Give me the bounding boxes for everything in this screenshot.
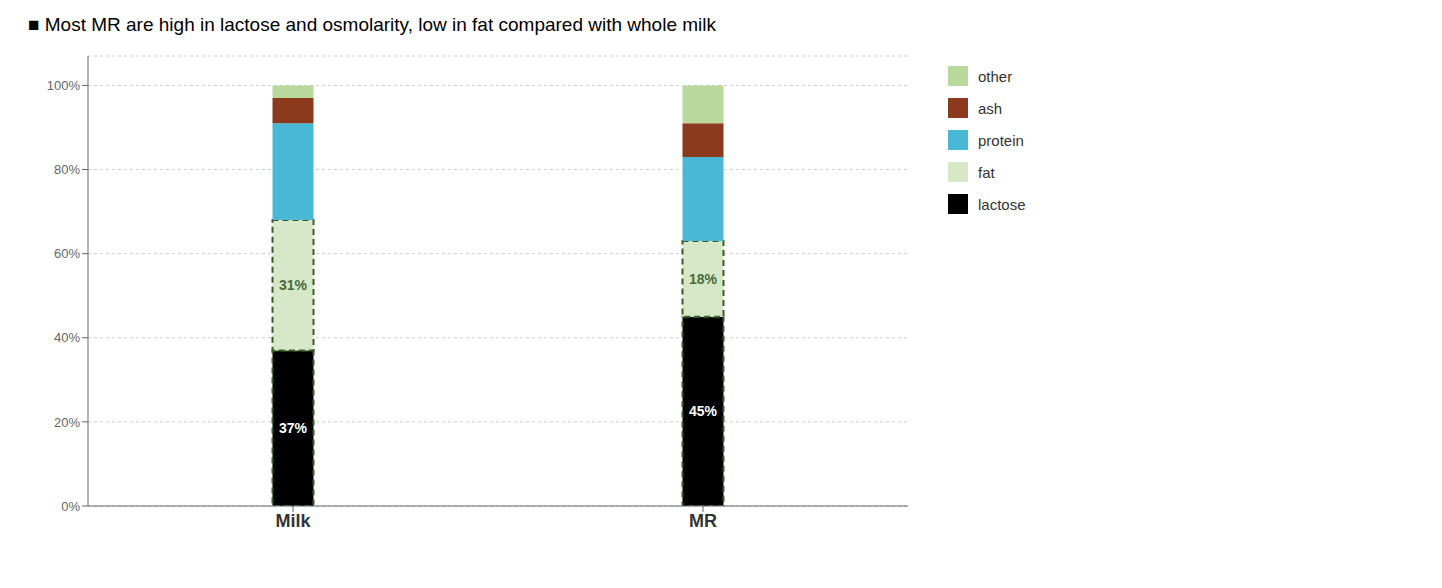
- svg-text:60%: 60%: [54, 246, 80, 261]
- svg-text:80%: 80%: [54, 162, 80, 177]
- svg-text:18%: 18%: [689, 271, 718, 287]
- svg-text:0%: 0%: [61, 499, 80, 514]
- svg-text:31%: 31%: [279, 277, 308, 293]
- html-text:lactose: lactose: [978, 195, 1026, 213]
- svg-text:100%: 100%: [47, 78, 81, 93]
- svg-text:37%: 37%: [279, 420, 308, 436]
- html-text:fat: fat: [978, 163, 995, 181]
- svg-text:20%: 20%: [54, 415, 80, 430]
- html-text:protein: protein: [978, 131, 1024, 149]
- html-text:ash: ash: [978, 99, 1003, 117]
- svg-text:Milk: Milk: [275, 511, 311, 531]
- svg-text:40%: 40%: [54, 330, 80, 345]
- svg-text:MR: MR: [689, 511, 717, 531]
- svg-text:45%: 45%: [689, 403, 718, 419]
- html-text:other: other: [978, 67, 1013, 85]
- html-text:■ Most MR are high in lactose: ■ Most MR are high in lactose and osmola…: [28, 14, 716, 35]
